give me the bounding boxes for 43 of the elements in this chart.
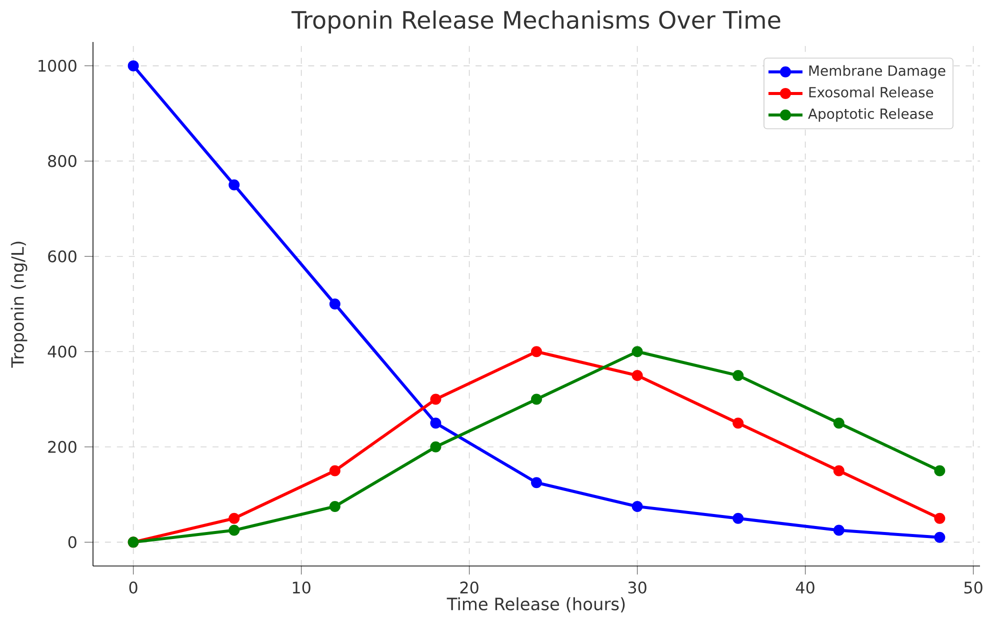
x-tick-label: 0 [129,582,138,594]
x-tick-label: 30 [628,582,646,594]
y-axis-title: Troponin (ng/L) [10,242,28,368]
x-tick-label: 10 [292,582,310,594]
point [228,524,240,536]
point [531,394,542,405]
point [934,532,946,543]
point [228,512,240,524]
x-axis-title: Time Release (hours) [446,597,625,612]
y-tick-label: 400 [48,346,76,358]
point [329,298,340,310]
legend-label: Exosomal Release [809,86,934,98]
y-tick-label: 600 [48,250,76,262]
x-tick-label: 40 [796,582,814,594]
point [632,500,643,512]
point [833,418,844,429]
y-tick-label: 0 [68,536,76,548]
point [934,465,946,476]
point [934,512,946,524]
point [430,418,442,429]
point [329,465,340,476]
point [128,60,139,72]
x-tick-label: 50 [964,582,982,594]
point [228,179,240,190]
point [329,500,340,512]
chart-title: Troponin Release Mechanisms Over Time [291,10,780,34]
legend-label: Membrane Damage [809,65,946,79]
point [430,394,442,405]
y-tick-label: 1000 [38,60,76,72]
point [632,370,643,381]
y-tick-label: 800 [48,155,76,168]
point [833,524,844,536]
point [531,477,542,488]
point [732,418,744,429]
point [632,346,643,358]
point [531,346,542,358]
x-tick-label: 20 [460,582,478,594]
point [732,370,744,381]
point [430,441,442,452]
point [833,465,844,476]
legend-label: Apoptotic Release [808,108,933,122]
point [732,512,744,524]
y-tick-label: 200 [48,440,76,453]
